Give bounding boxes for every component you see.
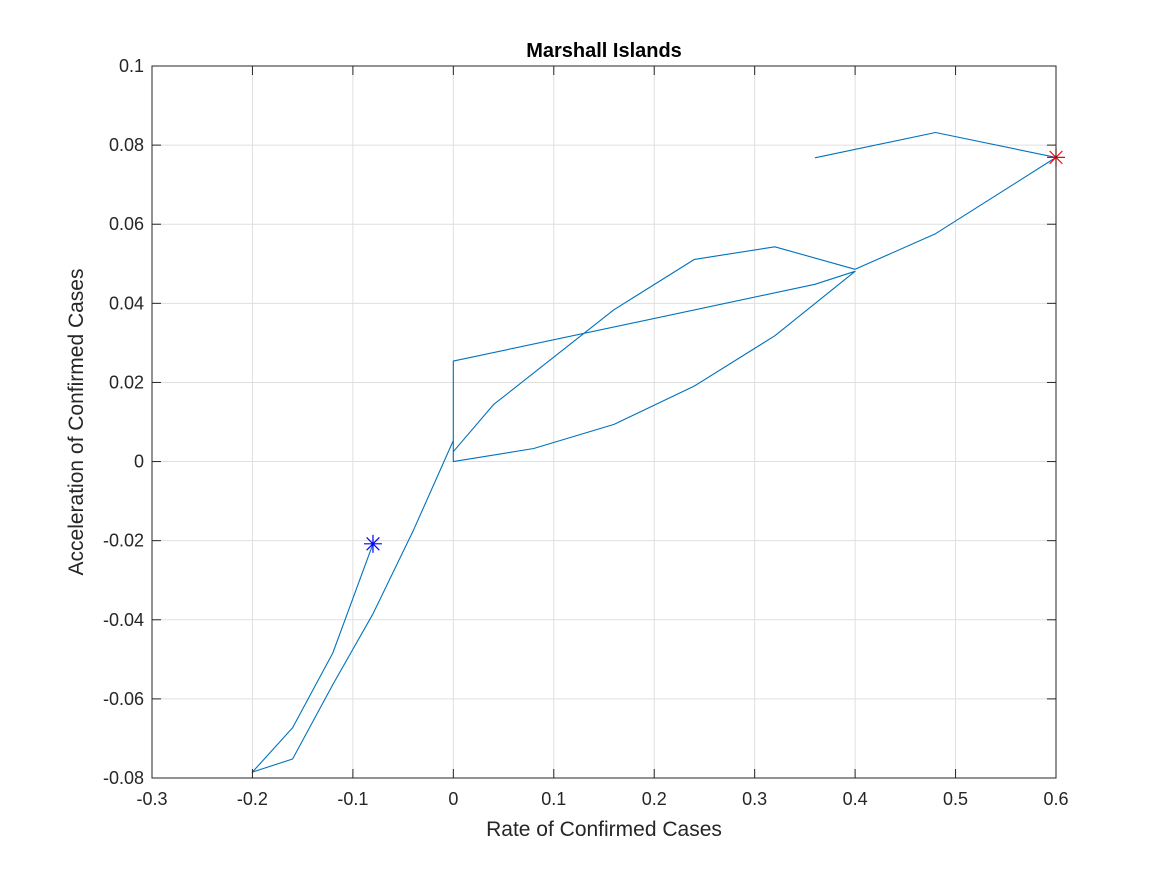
series-layer — [251, 131, 1057, 773]
y-tick-label: -0.04 — [103, 610, 144, 630]
tick-labels: -0.3 -0.2 -0.1 0 0.1 0.2 0.3 0.4 0.5 0.6 -0.08 -0.0… — [103, 56, 1069, 809]
y-tick-label: -0.06 — [103, 689, 144, 709]
y-tick-label: -0.02 — [103, 531, 144, 551]
x-tick-label: 0.3 — [742, 789, 767, 809]
x-tick-label: 0.1 — [541, 789, 566, 809]
x-tick-label: -0.3 — [136, 789, 167, 809]
y-tick-label: 0.08 — [109, 135, 144, 155]
x-tick-label: -0.1 — [337, 789, 368, 809]
x-tick-label: 0.5 — [943, 789, 968, 809]
y-tick-label: -0.08 — [103, 768, 144, 788]
ticks — [151, 65, 1057, 779]
x-tick-label: 0 — [448, 789, 458, 809]
x-tick-label: 0.6 — [1043, 789, 1068, 809]
marker-start — [363, 534, 382, 553]
plot-area — [152, 66, 1056, 778]
chart-title: Marshall Islands — [526, 40, 682, 62]
y-tick-label: 0 — [134, 452, 144, 472]
y-tick-label: 0.02 — [109, 372, 144, 392]
y-axis-title: Acceleration of Confirmed Cases — [65, 269, 88, 576]
x-tick-label: 0.4 — [843, 789, 868, 809]
y-tick-label: 0.1 — [119, 56, 144, 76]
plot-frame — [151, 65, 1057, 779]
y-tick-label: 0.06 — [109, 214, 144, 234]
series-line — [251, 131, 1057, 773]
x-tick-label: -0.2 — [237, 789, 268, 809]
x-tick-label: 0.2 — [642, 789, 667, 809]
y-tick-label: 0.04 — [109, 293, 144, 313]
x-axis-title: Rate of Confirmed Cases — [486, 818, 722, 841]
